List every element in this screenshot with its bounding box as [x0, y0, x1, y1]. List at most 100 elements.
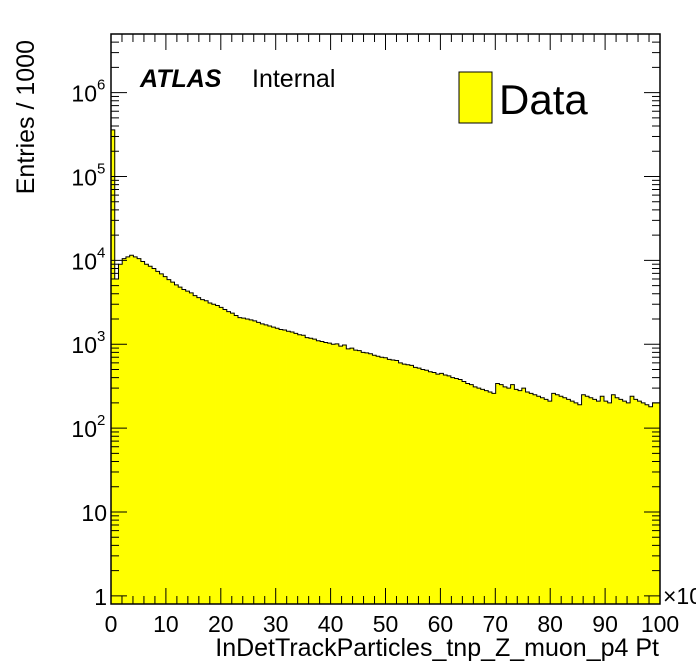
y-tick-exponent: 4: [97, 244, 105, 261]
histogram-bar: [383, 357, 388, 604]
x-tick-labels: 0 10 20 30 40 50 60 70 80 90 100: [105, 611, 680, 637]
x-tick-label: 40: [318, 611, 344, 637]
y-tick-label: 1: [94, 584, 107, 610]
histogram-bar: [618, 399, 624, 604]
histogram-bar: [361, 352, 366, 604]
histogram-bar: [480, 389, 485, 604]
histogram-bar: [443, 374, 448, 604]
histogram-bar: [234, 315, 239, 604]
histogram-bar: [159, 273, 164, 604]
histogram-bar: [118, 264, 123, 604]
histogram-bar: [226, 311, 231, 604]
x-multiplier-label: ×103: [663, 581, 696, 609]
histogram-outline: [110, 129, 661, 604]
histogram-bar: [219, 307, 224, 604]
histogram-bar: [420, 369, 426, 604]
histogram-bar: [245, 319, 250, 604]
histogram-bar: [491, 393, 497, 604]
y-tick-exponent: 6: [97, 77, 105, 94]
histogram-bar: [488, 391, 493, 604]
histogram-bar: [465, 383, 470, 604]
histogram-bar: [297, 334, 302, 604]
histogram-bar: [267, 326, 272, 604]
histogram-bar: [208, 303, 213, 604]
histogram-bar: [630, 396, 635, 604]
histogram-bar: [454, 378, 459, 604]
histogram-bar: [346, 348, 351, 604]
histogram-bar: [596, 401, 601, 604]
histogram-bar: [439, 373, 444, 604]
histogram-bar: [394, 360, 399, 604]
y-tick-exponent: 5: [97, 161, 105, 178]
histogram-bar: [544, 399, 549, 604]
histogram-bar: [417, 368, 422, 604]
y-tick-exponent: 2: [97, 412, 105, 429]
atlas-label: ATLAS: [139, 65, 222, 93]
histogram-bar: [458, 379, 463, 604]
histogram-bar: [133, 256, 138, 604]
histogram-bar: [256, 322, 261, 604]
histogram-bar: [503, 386, 508, 604]
x-tick-label: 70: [483, 611, 509, 637]
histogram-bar: [323, 342, 329, 604]
histogram-bar: [215, 305, 220, 604]
histogram-bar: [271, 327, 276, 604]
legend-label-data: Data: [499, 76, 588, 123]
histogram-bar: [428, 371, 433, 604]
histogram-bar: [484, 390, 489, 604]
histogram-bar: [525, 391, 530, 604]
histogram-bar: [626, 402, 631, 604]
histogram-bar: [181, 289, 187, 604]
y-tick-label: 10: [71, 165, 97, 191]
histogram-bar: [286, 331, 291, 604]
histogram-bar: [409, 365, 414, 604]
histogram-bar: [622, 401, 627, 604]
histogram-bar: [129, 255, 134, 604]
histogram-bar: [529, 393, 534, 604]
histogram-bar: [551, 393, 556, 604]
histogram-bar: [585, 396, 590, 604]
y-tick-label: 10: [71, 332, 97, 358]
histogram-bar: [125, 256, 131, 604]
histogram-bar: [137, 258, 142, 604]
histogram-bar: [144, 264, 149, 604]
histogram-bar: [521, 388, 526, 604]
histogram-bar: [308, 338, 314, 604]
histogram-bar: [641, 402, 646, 604]
histogram-bar: [372, 355, 377, 604]
histogram-bar: [495, 383, 500, 604]
histogram-bar: [252, 320, 258, 604]
histogram-bar: [566, 399, 571, 604]
histogram-bar: [589, 397, 594, 604]
histogram-bar: [331, 344, 336, 604]
histogram-bar: [379, 357, 385, 604]
y-tick-label: 10: [71, 416, 97, 442]
histogram-bar: [376, 356, 381, 604]
x-tick-label: 10: [153, 611, 179, 637]
histogram-bar: [320, 341, 325, 604]
x-tick-label: 50: [373, 611, 399, 637]
x-tick-label: 0: [105, 611, 118, 637]
histogram-bar: [338, 346, 343, 604]
x-tick-label: 60: [428, 611, 454, 637]
x-tick-label: 80: [537, 611, 563, 637]
histogram-bar: [223, 309, 228, 604]
histogram-bar: [200, 299, 205, 604]
histogram-bar: [189, 292, 194, 604]
histogram-bar: [555, 394, 560, 604]
histogram-bar: [260, 323, 265, 604]
axis-ticks: [110, 33, 661, 604]
histogram-bar: [185, 291, 190, 604]
histogram-bar: [592, 399, 597, 604]
x-axis-title: InDetTrackParticles_tnp_Z_muon_p4 Pt: [215, 634, 659, 662]
histogram-bar: [275, 328, 280, 604]
histogram-bar: [140, 261, 146, 604]
histogram-bar: [211, 304, 216, 604]
histogram-bar: [574, 402, 579, 604]
histogram-bar: [536, 396, 541, 604]
histogram-bar: [230, 313, 235, 604]
x-tick-label: 90: [592, 611, 618, 637]
histogram-bar: [499, 384, 504, 604]
histogram-bar: [155, 271, 160, 604]
